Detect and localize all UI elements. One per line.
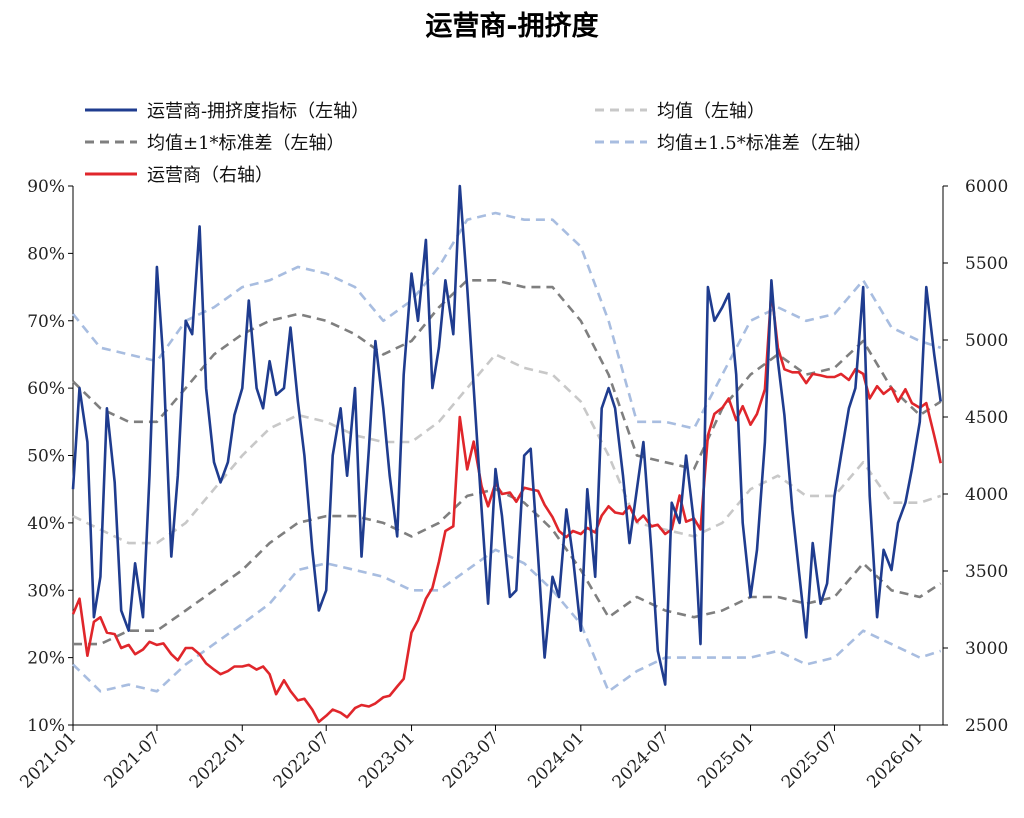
series-line-1 (72, 353, 942, 545)
right-axis-ticks: 6000 5500 5000 4500 4000 3500 3000 2500 (943, 177, 1008, 736)
left-axis-ticks: 90% 80% 70% 60% 50% 40% 30% 20% 10% (27, 177, 73, 736)
legend-label: 运营商（右轴） (147, 165, 273, 186)
x-tick-label: 2025-07 (778, 728, 842, 792)
left-tick-label: 70% (27, 312, 65, 332)
legend-label: 均值（左轴） (657, 101, 765, 122)
x-tick-label: 2025-01 (694, 728, 758, 792)
left-tick-label: 10% (27, 716, 65, 736)
legend-label: 均值±1.5*标准差（左轴） (657, 133, 872, 154)
x-tick-label: 2021-07 (100, 728, 164, 792)
series-line-5 (72, 548, 942, 693)
series-line-6 (71, 289, 942, 724)
chart-title: 运营商-拥挤度 (425, 11, 599, 42)
x-axis-ticks: 2021-01 2021-07 2022-01 2022-07 2023-01 2023-… (16, 725, 927, 792)
right-tick-label: 5500 (965, 254, 1008, 274)
right-tick-label: 5000 (965, 331, 1008, 351)
left-tick-label: 20% (27, 649, 65, 669)
right-tick-label: 4000 (965, 485, 1008, 505)
x-tick-label: 2022-01 (186, 728, 250, 792)
right-tick-label: 3000 (965, 639, 1008, 659)
left-tick-label: 90% (27, 177, 65, 197)
x-tick-label: 2026-01 (863, 728, 927, 792)
series-line-3 (73, 487, 942, 646)
left-tick-label: 50% (27, 447, 65, 467)
series-line-2 (72, 279, 942, 471)
x-tick-label: 2024-01 (524, 728, 588, 792)
legend-label: 运营商-拥挤度指标（左轴） (147, 101, 369, 122)
left-tick-label: 80% (27, 244, 65, 264)
series-line-0 (71, 184, 942, 686)
left-tick-label: 40% (27, 514, 65, 534)
right-tick-label: 3500 (965, 562, 1008, 582)
left-tick-label: 30% (27, 581, 65, 601)
x-tick-label: 2023-01 (355, 728, 419, 792)
x-tick-label: 2024-07 (609, 728, 673, 792)
x-tick-label: 2022-07 (270, 728, 334, 792)
series-line-4 (71, 211, 942, 430)
legend-label: 均值±1*标准差（左轴） (147, 133, 345, 154)
x-tick-label: 2021-01 (16, 728, 80, 792)
legend: 运营商-拥挤度指标（左轴） 均值（左轴） 均值±1*标准差（左轴） 均值±1.5*标准… (85, 101, 872, 186)
right-tick-label: 4500 (965, 408, 1008, 428)
series-lines (71, 184, 942, 724)
right-tick-label: 6000 (965, 177, 1008, 197)
left-tick-label: 60% (27, 379, 65, 399)
right-tick-label: 2500 (965, 716, 1008, 736)
x-tick-label: 2023-07 (439, 728, 503, 792)
axes (72, 186, 944, 726)
